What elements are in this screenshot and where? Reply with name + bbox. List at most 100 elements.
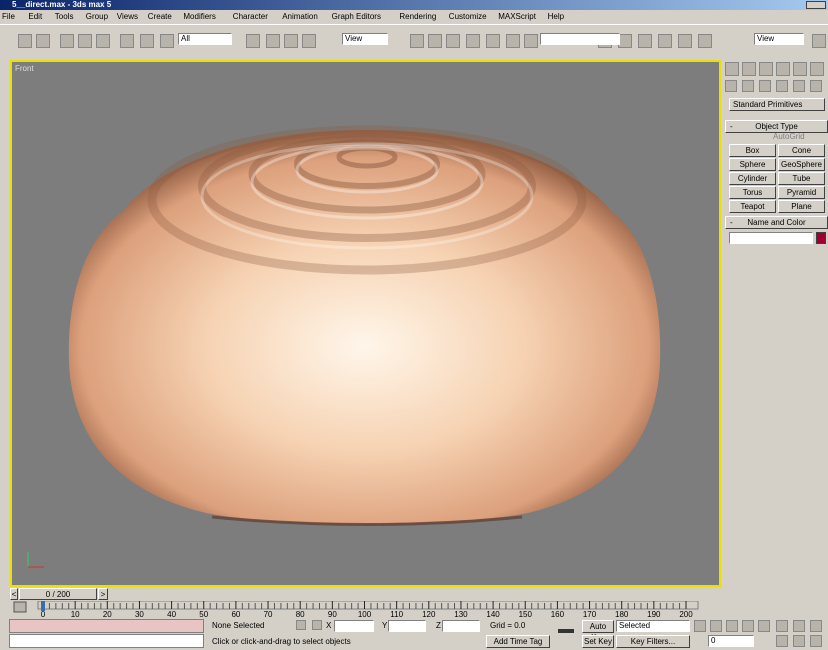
primitive-button[interactable]: Sphere <box>729 158 776 171</box>
key-filters[interactable]: Key Filters... <box>616 635 690 648</box>
sub-tab[interactable] <box>810 80 822 92</box>
next-frame[interactable]: > <box>98 588 108 600</box>
menu-item[interactable]: Modifiers <box>183 12 216 21</box>
panel-tab[interactable] <box>742 62 756 76</box>
panel-tab[interactable] <box>759 62 773 76</box>
sub-tab[interactable] <box>793 80 805 92</box>
set-key[interactable]: Set Key <box>582 635 614 648</box>
render-type[interactable]: View <box>754 33 804 45</box>
tool-button[interactable] <box>446 34 460 48</box>
reference-coord[interactable]: View <box>342 33 388 45</box>
primitive-button[interactable]: Pyramid <box>778 186 825 199</box>
playback-button[interactable] <box>758 620 770 632</box>
nav-button[interactable] <box>810 635 822 647</box>
track-icon[interactable] <box>13 601 27 613</box>
menu-item[interactable]: Graph Editors <box>331 12 381 21</box>
tool-button[interactable] <box>78 34 92 48</box>
abs-mode[interactable] <box>312 620 322 630</box>
panel-tab[interactable] <box>725 62 739 76</box>
tool-button[interactable] <box>506 34 520 48</box>
menu-item[interactable]: Edit <box>28 12 43 21</box>
menu-item[interactable]: Character <box>232 12 268 21</box>
panel-tab[interactable] <box>810 62 824 76</box>
menu-item[interactable]: Group <box>85 12 109 21</box>
maxscript-listener[interactable] <box>9 619 204 633</box>
key-icon[interactable] <box>558 629 574 633</box>
tool-button[interactable] <box>638 34 652 48</box>
maxscript-line[interactable] <box>9 634 204 648</box>
menu-item[interactable]: MAXScript <box>498 12 536 21</box>
tool-button[interactable] <box>658 34 672 48</box>
key-mode[interactable]: Selected <box>616 620 690 632</box>
name-field[interactable] <box>729 232 813 244</box>
primitive-button[interactable]: Cylinder <box>729 172 776 185</box>
playback-button[interactable] <box>742 620 754 632</box>
auto-key[interactable]: Auto Key <box>582 620 614 642</box>
add-time-tag[interactable]: Add Time Tag <box>486 635 550 648</box>
primitive-button[interactable]: Box <box>729 144 776 157</box>
tool-button[interactable] <box>246 34 260 48</box>
tool-button[interactable] <box>466 34 480 48</box>
primitive-button[interactable]: Tube <box>778 172 825 185</box>
nav-button[interactable] <box>810 620 822 632</box>
tool-button[interactable] <box>678 34 692 48</box>
tool-button[interactable] <box>284 34 298 48</box>
window-controls[interactable] <box>806 1 826 9</box>
tool-button[interactable] <box>486 34 500 48</box>
panel-tab[interactable] <box>776 62 790 76</box>
menu-item[interactable]: Rendering <box>399 12 437 21</box>
primitive-button[interactable]: GeoSphere <box>778 158 825 171</box>
tool-button[interactable] <box>140 34 154 48</box>
menu-item[interactable]: Animation <box>282 12 318 21</box>
tool-button[interactable] <box>302 34 316 48</box>
tool-button[interactable] <box>524 34 538 48</box>
category-dropdown[interactable]: Standard Primitives <box>729 98 825 111</box>
primitive-button[interactable]: Teapot <box>729 200 776 213</box>
playback-button[interactable] <box>726 620 738 632</box>
menu-item[interactable]: Tools <box>54 12 74 21</box>
selection-filter[interactable]: All <box>178 33 232 45</box>
rollout-object-type[interactable]: - Object Type <box>725 120 828 133</box>
primitive-button[interactable]: Torus <box>729 186 776 199</box>
x-field[interactable] <box>334 620 374 632</box>
tool-button[interactable] <box>96 34 110 48</box>
z-field[interactable] <box>442 620 480 632</box>
panel-tab[interactable] <box>793 62 807 76</box>
tool-button[interactable] <box>60 34 74 48</box>
tool-button[interactable] <box>812 34 826 48</box>
tool-button[interactable] <box>36 34 50 48</box>
tool-button[interactable] <box>266 34 280 48</box>
named-selection[interactable] <box>540 33 620 45</box>
menu-item[interactable]: File <box>2 12 15 21</box>
playback-button[interactable] <box>694 620 706 632</box>
tool-button[interactable] <box>428 34 442 48</box>
nav-button[interactable] <box>776 635 788 647</box>
nav-button[interactable] <box>776 620 788 632</box>
color-swatch[interactable] <box>816 232 826 244</box>
tool-button[interactable] <box>18 34 32 48</box>
viewport[interactable]: Front <box>10 60 721 587</box>
autogrid[interactable]: AutoGrid <box>773 132 805 141</box>
time-slider-thumb[interactable]: 0 / 200 <box>19 588 97 600</box>
tool-button[interactable] <box>698 34 712 48</box>
current-frame[interactable]: 0 <box>708 635 754 647</box>
menu-item[interactable]: Create <box>147 12 172 21</box>
tool-button[interactable] <box>160 34 174 48</box>
sub-tab[interactable] <box>742 80 754 92</box>
menu-item[interactable]: Views <box>116 12 138 21</box>
playback-button[interactable] <box>710 620 722 632</box>
lock[interactable] <box>296 620 306 630</box>
sub-tab[interactable] <box>776 80 788 92</box>
sub-tab[interactable] <box>759 80 771 92</box>
tool-button[interactable] <box>120 34 134 48</box>
tool-button[interactable] <box>410 34 424 48</box>
nav-button[interactable] <box>793 620 805 632</box>
rollout-name-color[interactable]: - Name and Color <box>725 216 828 229</box>
tool-button[interactable] <box>618 34 632 48</box>
sub-tab[interactable] <box>725 80 737 92</box>
y-field[interactable] <box>388 620 426 632</box>
primitive-button[interactable]: Plane <box>778 200 825 213</box>
rose-object[interactable] <box>68 130 661 524</box>
primitive-button[interactable]: Cone <box>778 144 825 157</box>
menu-item[interactable]: Help <box>547 12 565 21</box>
